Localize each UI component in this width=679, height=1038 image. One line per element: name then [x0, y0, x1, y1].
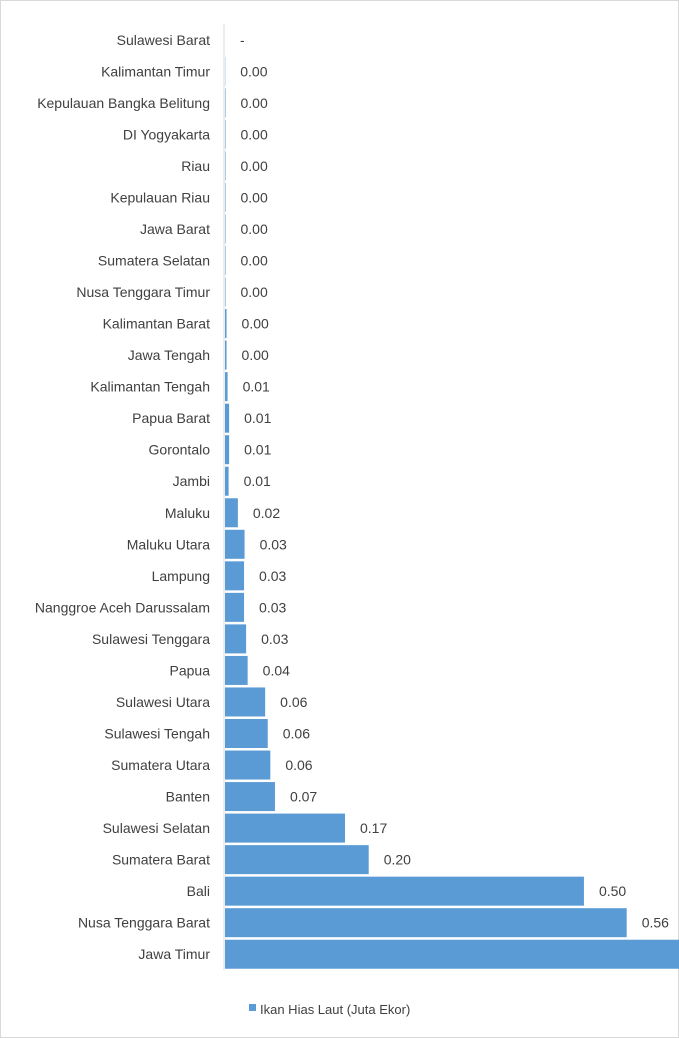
category-label: Jawa Barat [140, 221, 210, 237]
data-label: 0.07 [290, 789, 317, 805]
data-label: 0.50 [599, 883, 626, 899]
category-label: Nusa Tenggara Timur [76, 284, 210, 300]
data-label: 0.17 [360, 820, 387, 836]
data-label: - [240, 32, 245, 48]
bar [225, 214, 226, 244]
category-label: Jawa Tengah [128, 347, 210, 363]
data-label: 0.00 [241, 126, 268, 142]
bar [225, 245, 226, 275]
data-label: 0.04 [263, 662, 290, 678]
category-label: Jambi [173, 473, 210, 489]
bar [225, 340, 227, 370]
data-label: 0.56 [642, 915, 669, 931]
category-label: Sumatera Utara [111, 757, 210, 773]
bar [225, 750, 271, 780]
legend-label: Ikan Hias Laut (Juta Ekor) [260, 1002, 410, 1017]
bar [225, 498, 238, 528]
category-label: Jawa Timur [138, 946, 210, 962]
category-label: Kalimantan Tengah [90, 379, 210, 395]
bar [225, 718, 268, 748]
category-label: DI Yogyakarta [123, 126, 210, 142]
category-label: Maluku [165, 505, 210, 521]
bar [225, 845, 369, 875]
category-label: Sulawesi Selatan [103, 820, 210, 836]
bar [225, 403, 230, 433]
data-label: 0.01 [244, 473, 271, 489]
bars-layer [225, 56, 679, 969]
bar [225, 782, 275, 812]
data-label: 0.01 [244, 410, 271, 426]
data-label: 0.06 [283, 726, 310, 742]
data-labels: - 0.00 0.00 0.00 0.00 0.00 0.00 0.00 0.00 0.00 0.0… [240, 32, 669, 931]
category-label: Nanggroe Aceh Darussalam [35, 599, 210, 615]
data-label: 0.00 [241, 158, 268, 174]
data-label: 0.20 [384, 852, 411, 868]
bar [225, 939, 679, 969]
category-label: Sulawesi Tengah [104, 726, 210, 742]
category-label: Kalimantan Barat [103, 316, 211, 332]
category-label: Gorontalo [149, 442, 211, 458]
category-label: Sulawesi Barat [117, 32, 210, 48]
data-label: 0.06 [285, 757, 312, 773]
data-label: 0.00 [241, 189, 268, 205]
bar [225, 309, 227, 339]
bar [225, 624, 247, 654]
bar [225, 151, 226, 181]
data-label: 0.03 [261, 631, 288, 647]
data-label: 0.01 [244, 442, 271, 458]
category-label: Bali [187, 883, 210, 899]
legend: Ikan Hias Laut (Juta Ekor) [249, 1002, 410, 1017]
bar [225, 876, 584, 906]
category-label: Sulawesi Utara [116, 694, 210, 710]
data-label: 0.03 [259, 599, 286, 615]
category-label: Papua Barat [132, 410, 210, 426]
bar [225, 119, 226, 149]
category-label: Maluku Utara [127, 536, 210, 552]
data-label: 0.00 [240, 63, 267, 79]
bar [225, 687, 266, 717]
category-label: Sumatera Selatan [98, 253, 210, 269]
bar [225, 908, 627, 938]
bar [225, 466, 229, 496]
category-label: Lampung [152, 568, 210, 584]
category-label: Kalimantan Timur [101, 63, 210, 79]
data-label: 0.06 [280, 694, 307, 710]
category-label: Kepulauan Riau [110, 189, 210, 205]
category-label: Banten [166, 789, 210, 805]
bar [225, 529, 245, 559]
bar [225, 813, 345, 843]
data-label: 0.00 [242, 316, 269, 332]
category-label: Papua [170, 662, 211, 678]
category-label: Sumatera Barat [112, 852, 210, 868]
legend-swatch [249, 1004, 256, 1011]
data-label: 0.01 [243, 379, 270, 395]
bar [225, 182, 226, 212]
category-label: Sulawesi Tenggara [92, 631, 210, 647]
data-label: 0.00 [241, 284, 268, 300]
data-label: 0.03 [260, 536, 287, 552]
bar [225, 88, 226, 118]
bar [225, 592, 245, 622]
bar [225, 277, 226, 307]
bar [225, 561, 245, 591]
category-label: Riau [181, 158, 210, 174]
data-label: 0.03 [259, 568, 286, 584]
data-label: 0.00 [241, 95, 268, 111]
data-label: 0.00 [241, 221, 268, 237]
category-label: Kepulauan Bangka Belitung [37, 95, 210, 111]
category-label: Nusa Tenggara Barat [78, 915, 210, 931]
bar [225, 655, 248, 685]
data-label: 0.00 [242, 347, 269, 363]
data-label: 0.02 [253, 505, 280, 521]
data-label: 0.00 [241, 253, 268, 269]
bar [225, 372, 228, 402]
category-labels: Sulawesi Barat Kalimantan Timur Kepulauan … [35, 32, 210, 962]
bar [225, 435, 230, 465]
